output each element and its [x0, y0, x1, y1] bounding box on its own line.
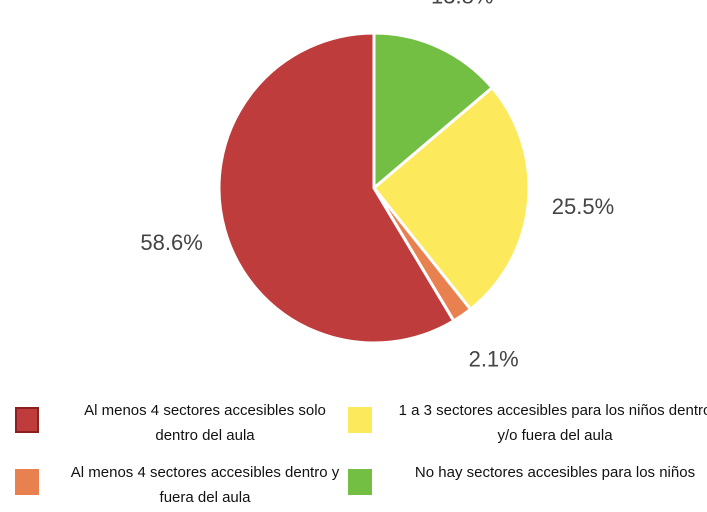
legend-label: Al menos 4 sectores accesibles dentro y …	[70, 464, 340, 506]
pie-slice	[372, 31, 495, 192]
pie-slice	[217, 31, 456, 345]
data-label: 58.6%	[140, 230, 202, 255]
legend-label: Al menos 4 sectores accesibles solo dent…	[84, 402, 326, 444]
legend-label: 1 a 3 sectores accesibles para los niños…	[398, 402, 707, 444]
data-label: 13.8%	[431, 0, 493, 8]
legend-swatch	[348, 407, 372, 433]
legend-label: No hay sectores accesibles para los niño…	[414, 464, 696, 481]
data-label: 2.1%	[469, 346, 519, 371]
pie-slice	[371, 85, 531, 312]
legend-swatch	[15, 407, 39, 433]
data-label: 25.5%	[552, 194, 614, 219]
legend-swatch	[348, 469, 372, 495]
legend-swatch	[15, 469, 39, 495]
